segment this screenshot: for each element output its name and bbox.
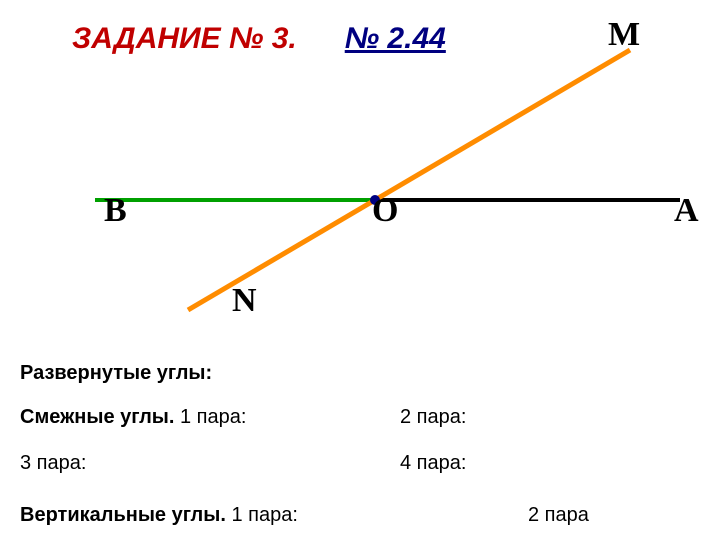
pair2-label: 2 пара:: [400, 406, 466, 429]
label-A: A: [674, 192, 699, 230]
vertical-angles-row: Вертикальные углы. 1 пара:: [20, 504, 298, 527]
vertical-label: Вертикальные углы.: [20, 504, 231, 526]
pair1-label: 1 пара:: [180, 406, 246, 428]
straight-angles-text: Развернутые углы:: [20, 362, 212, 384]
pair3-label: 3 пара:: [20, 452, 86, 475]
label-M: M: [608, 16, 640, 54]
adjacent-label: Смежные углы.: [20, 406, 180, 428]
line-NM-orange: [188, 50, 630, 310]
v-pair2-label: 2 пара: [528, 504, 589, 527]
straight-angles-label: Развернутые углы:: [20, 362, 212, 385]
adjacent-angles-row: Смежные углы. 1 пара:: [20, 406, 246, 429]
label-N: N: [232, 282, 257, 320]
v-pair1-label: 1 пара:: [231, 504, 297, 526]
label-B: B: [104, 192, 127, 230]
geometry-diagram: [0, 0, 720, 360]
pair4-label: 4 пара:: [400, 452, 466, 475]
label-O: O: [372, 192, 398, 230]
